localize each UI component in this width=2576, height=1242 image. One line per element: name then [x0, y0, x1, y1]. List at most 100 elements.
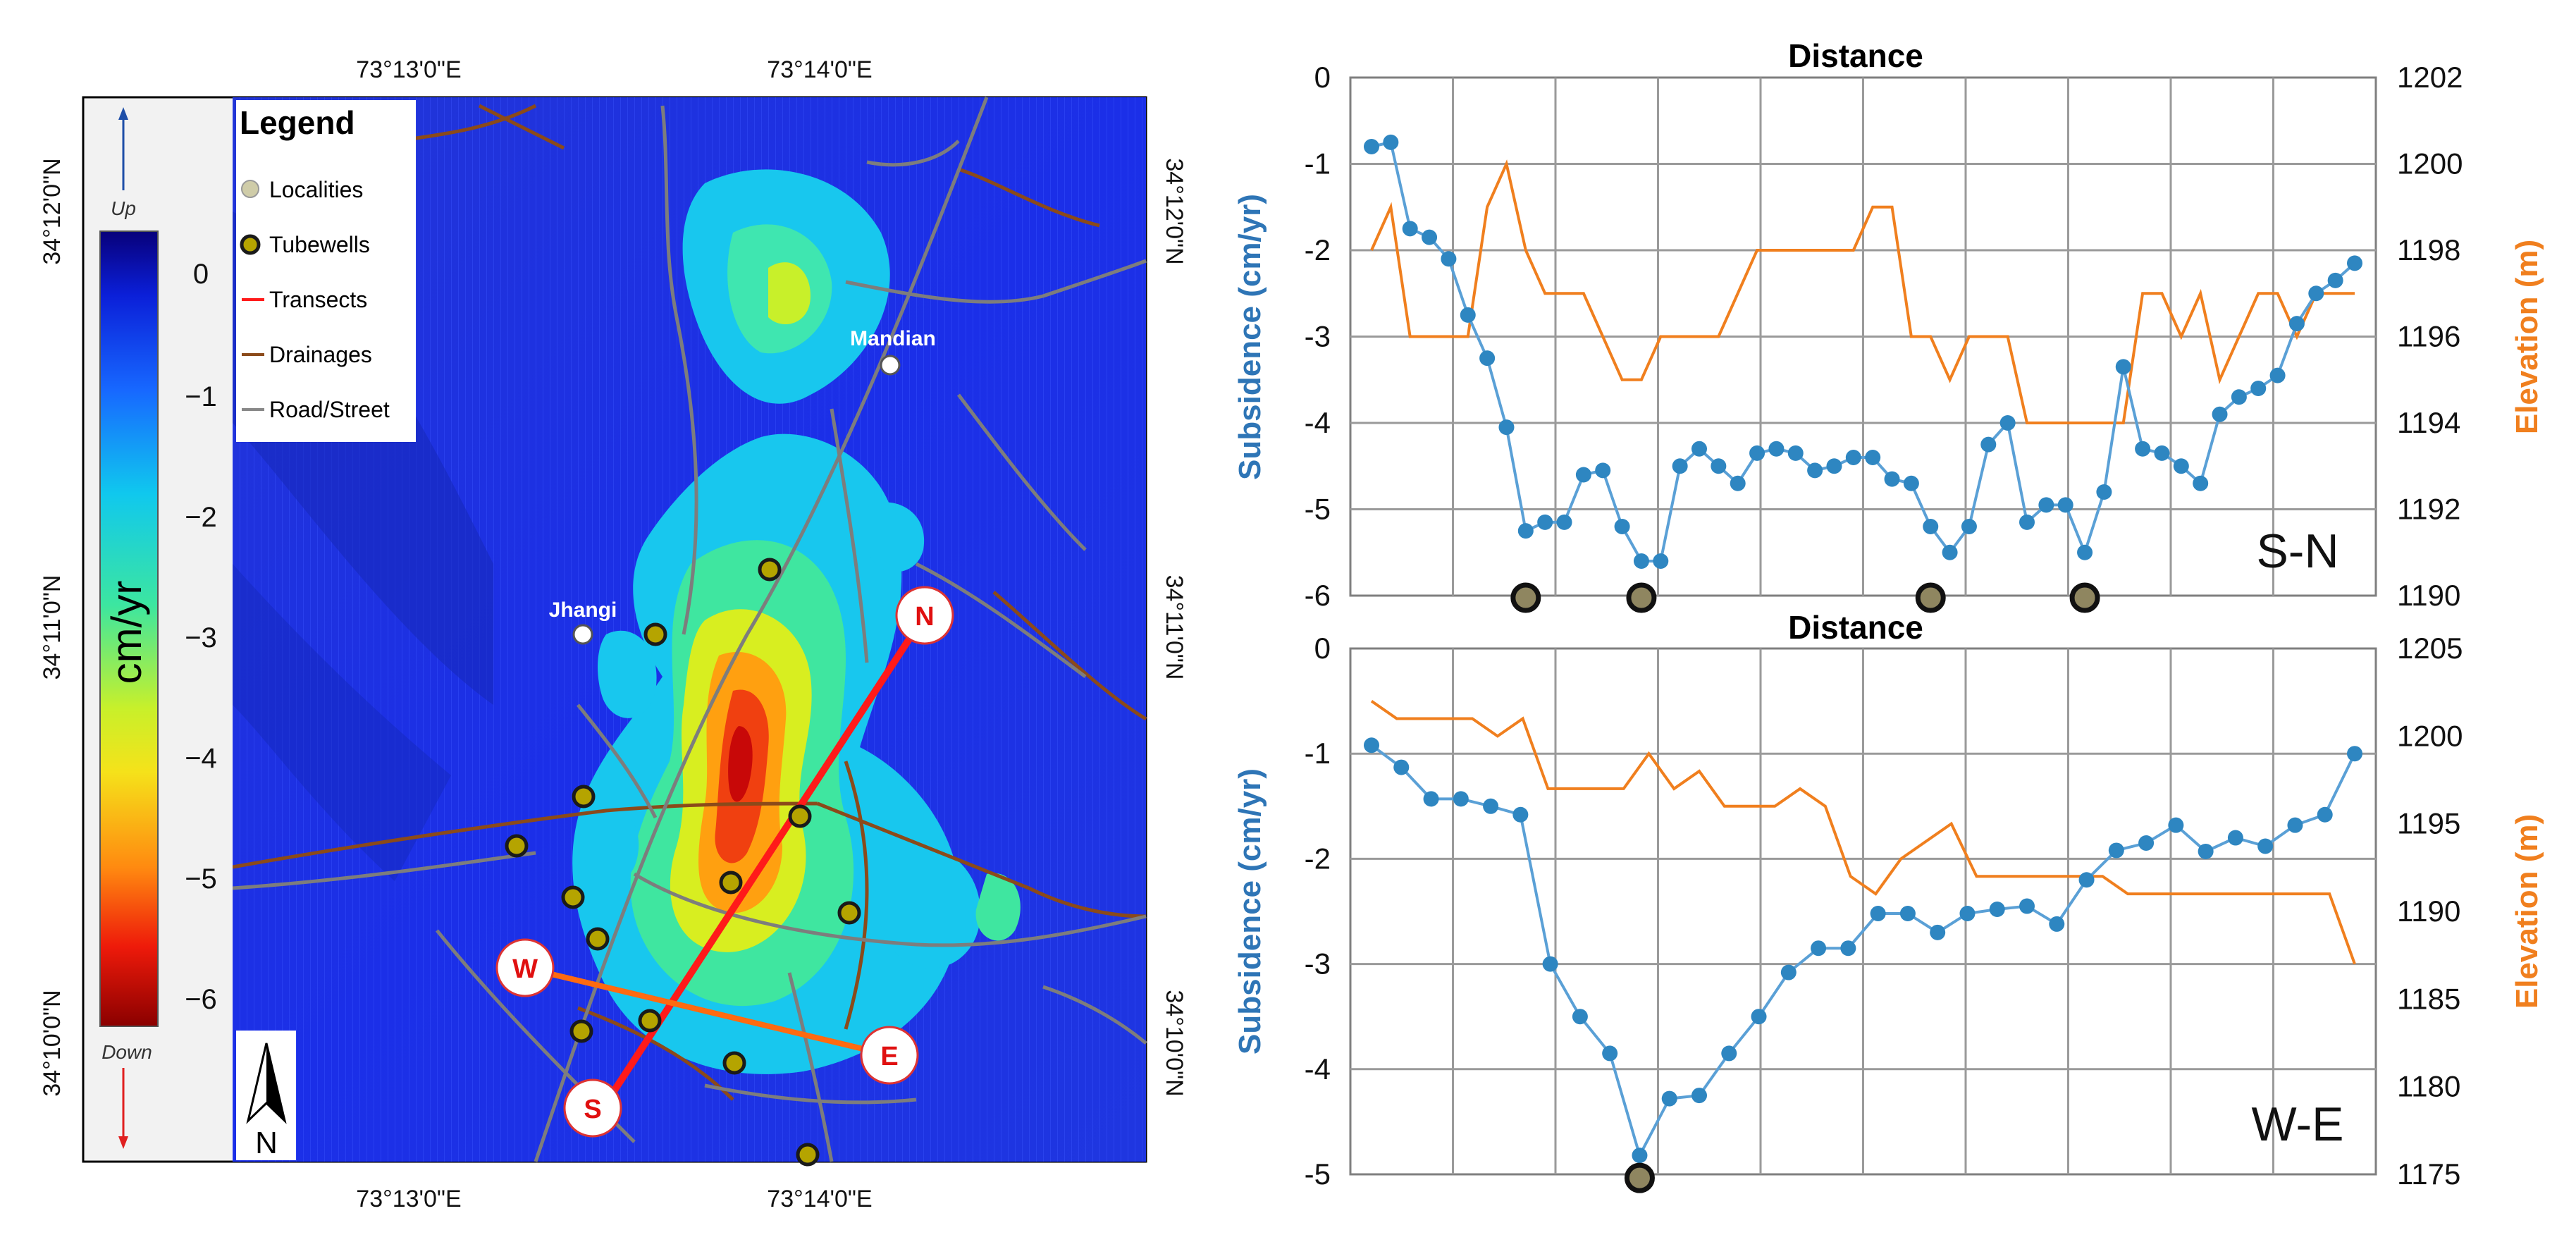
chart-w-e-title: Distance	[1788, 609, 1923, 646]
subsidence-point	[1672, 458, 1688, 474]
subsidence-point	[2227, 830, 2243, 846]
tubewell-marker	[2069, 582, 2100, 613]
subsidence-point	[1845, 450, 1861, 465]
y-tick-label: -2	[1305, 842, 1331, 875]
subsidence-point	[1460, 307, 1476, 323]
left-tick: 34°11'0"N	[39, 575, 66, 680]
subsidence-point	[2231, 389, 2247, 405]
y-tick-label: 0	[1314, 632, 1331, 665]
chart-s-n: Distance 0-1-2-3-4-5-6 12021200119811961…	[1233, 37, 2544, 613]
endpoint-s-label: S	[584, 1095, 601, 1124]
subsidence-point	[1780, 964, 1797, 980]
svg-text:−5: −5	[185, 863, 217, 894]
subsidence-point	[1364, 139, 1379, 154]
subsidence-point	[1899, 905, 1916, 921]
subsidence-point	[1840, 940, 1856, 957]
up-arrowhead	[118, 107, 128, 120]
subsidence-point	[2250, 381, 2267, 396]
tubewell-marker	[572, 785, 596, 808]
subsidence-point	[1691, 1088, 1707, 1104]
subsidence-point	[1961, 519, 1977, 534]
chart-w-e-transect-label: W-E	[2252, 1097, 2344, 1151]
y2-tick-label: 1205	[2397, 632, 2463, 665]
subsidence-point	[1903, 475, 1919, 491]
y2-tick-label: 1200	[2397, 147, 2463, 180]
subsidence-point	[1721, 1045, 1737, 1062]
y-tick-label: -1	[1305, 147, 1331, 180]
transect-endpoints: N S W E	[495, 586, 954, 1138]
subsidence-point	[1512, 806, 1529, 823]
subsidence-point	[1602, 1045, 1618, 1062]
subsidence-point	[2168, 817, 2184, 833]
subsidence-point	[1393, 759, 1410, 775]
tubewell-marker	[1626, 582, 1657, 613]
subsidence-point	[2019, 898, 2035, 914]
legend-item: Tubewells	[269, 232, 370, 257]
subsidence-point	[2288, 316, 2305, 332]
y2-tick-label: 1194	[2397, 406, 2460, 439]
place-label-mandian: Mandian	[850, 327, 936, 350]
endpoint-n-label: N	[915, 602, 934, 632]
svg-text:−3: −3	[185, 622, 217, 653]
subsidence-point	[1884, 471, 1900, 487]
y-tick-label: -3	[1305, 320, 1331, 353]
subsidence-point	[1942, 544, 1958, 560]
y2-tick-label: 1185	[2397, 982, 2460, 1015]
y-tick-label: -2	[1305, 233, 1331, 266]
subsidence-point	[1865, 450, 1881, 465]
map-coordinate-labels: 73°13'0"E 73°14'0"E 73°13'0"E 73°14'0"E …	[39, 56, 1188, 1212]
subsidence-point	[1787, 445, 1804, 461]
y-tick-label: -4	[1305, 406, 1331, 439]
tubewell-marker	[586, 927, 610, 951]
legend-item: Transects	[269, 287, 367, 312]
subsidence-point	[1730, 475, 1746, 491]
colorbar-ticks: 0 −1 −2 −3 −4 −5 −6	[185, 259, 217, 1015]
legend-localities-icon	[241, 180, 259, 198]
y-tick-label: -3	[1305, 947, 1331, 980]
tubewell-marker	[643, 622, 667, 646]
subsidence-point	[2193, 475, 2209, 491]
down-label: Down	[101, 1041, 152, 1063]
subsidence-point	[2269, 367, 2286, 383]
top-tick: 73°13'0"E	[356, 56, 461, 83]
chart-s-n-y2label: Elevation (m)	[2510, 240, 2544, 434]
subsidence-point	[1453, 791, 1469, 807]
chart-w-e-y2label: Elevation (m)	[2510, 814, 2544, 1009]
svg-text:−2: −2	[185, 502, 217, 533]
place-label-jhangi: Jhangi	[549, 598, 617, 622]
subsidence-point	[2173, 458, 2189, 474]
subsidence-point	[1923, 519, 1939, 534]
subsidence-point	[1811, 940, 1827, 957]
bottom-tick: 73°14'0"E	[767, 1186, 872, 1212]
subsidence-point	[2115, 359, 2131, 375]
roads	[232, 97, 1147, 1162]
subsidence-point	[1572, 1009, 1588, 1025]
subsidence-point	[1517, 523, 1534, 539]
chart-s-n-series	[1364, 134, 2362, 613]
subsidence-point	[2327, 272, 2343, 288]
subsidence-point	[2019, 514, 2035, 530]
tubewells	[505, 558, 861, 1167]
north-arrow-label: N	[255, 1126, 278, 1160]
subsidence-point	[1661, 1090, 1677, 1107]
legend-tubewells-icon	[240, 234, 261, 255]
colorbar	[99, 230, 159, 1027]
subsidence-point	[2347, 255, 2362, 271]
subsidence-point	[1826, 458, 1842, 474]
subsidence-point	[1542, 956, 1558, 972]
chart-s-n-title: Distance	[1788, 37, 1923, 74]
subsidence-point	[2317, 806, 2333, 823]
subsidence-point	[1483, 798, 1499, 814]
colorbar-unit: cm/yr	[103, 581, 150, 684]
subsidence-point	[1614, 519, 1630, 534]
tubewell-marker	[1915, 582, 1946, 613]
legend-item: Drainages	[269, 342, 372, 367]
transect-w-e	[524, 965, 890, 1058]
svg-text:−1: −1	[185, 381, 217, 412]
endpoint-e-label: E	[880, 1042, 898, 1071]
subsidence-point	[2049, 916, 2065, 932]
elevation-line	[1370, 159, 2355, 424]
tubewell-marker	[837, 901, 861, 925]
subsidence-point	[2096, 484, 2112, 500]
subsidence-point	[1980, 436, 1997, 453]
